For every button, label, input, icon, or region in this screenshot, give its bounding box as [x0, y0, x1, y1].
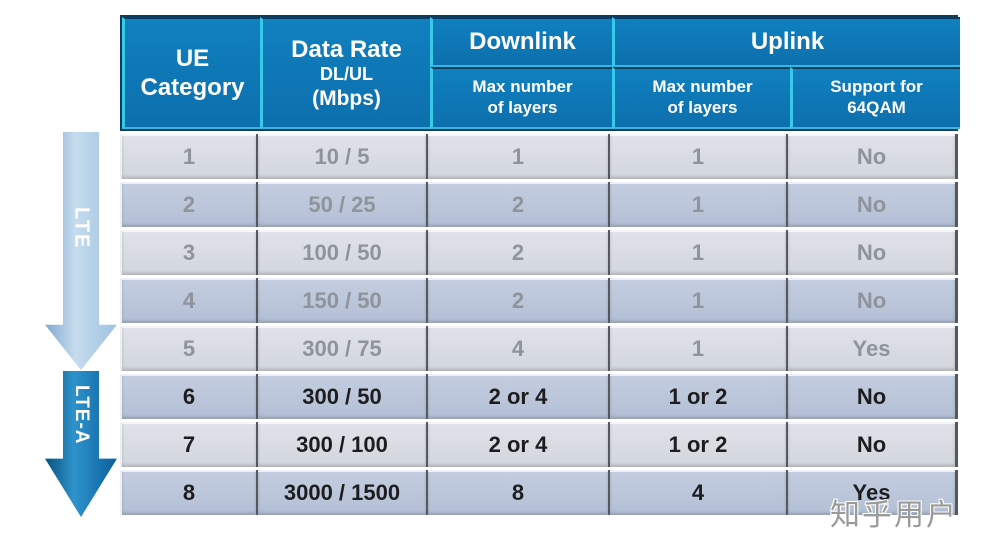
- cell-data-rate: 3000 / 1500: [258, 470, 428, 515]
- table-body: 1 10 / 5 1 1 No 2 50 / 25 2 1 No 3 100 /…: [120, 134, 958, 515]
- cell-data-rate: 150 / 50: [258, 278, 428, 323]
- cell-category: 5: [120, 326, 258, 371]
- header-data-rate-title: Data Rate: [291, 35, 402, 63]
- cell-dl-layers: 4: [428, 326, 610, 371]
- table-row-cat2: 2 50 / 25 2 1 No: [120, 182, 958, 227]
- cell-64qam: No: [788, 422, 958, 467]
- table-row-cat6: 6 300 / 50 2 or 4 1 or 2 No: [120, 374, 958, 419]
- cell-ul-layers: 1: [610, 326, 788, 371]
- cell-data-rate: 300 / 50: [258, 374, 428, 419]
- cell-ul-layers: 1: [610, 230, 788, 275]
- cell-64qam: No: [788, 278, 958, 323]
- table-row-cat8: 8 3000 / 1500 8 4 Yes: [120, 470, 958, 515]
- cell-category: 1: [120, 134, 258, 179]
- cell-data-rate: 300 / 75: [258, 326, 428, 371]
- header-data-rate-dlul: DL/UL: [320, 63, 373, 84]
- table-row-cat3: 3 100 / 50 2 1 No: [120, 230, 958, 275]
- header-64qam-line2: 64QAM: [847, 98, 906, 117]
- table-header: UE Category Data Rate DL/UL (Mbps) Downl…: [120, 15, 960, 131]
- cell-ul-layers: 1: [610, 278, 788, 323]
- cell-64qam: No: [788, 134, 958, 179]
- header-ue-category-line2: Category: [140, 74, 245, 101]
- cell-64qam: No: [788, 230, 958, 275]
- cell-dl-layers: 2: [428, 278, 610, 323]
- zhihu-user-watermark: 知乎用户: [830, 498, 958, 533]
- cell-ul-layers: 1: [610, 134, 788, 179]
- cell-category: 3: [120, 230, 258, 275]
- cell-64qam: Yes: [788, 470, 958, 515]
- cell-dl-layers: 2 or 4: [428, 422, 610, 467]
- header-64qam-line1: Support for: [830, 77, 923, 97]
- table-row-cat7: 7 300 / 100 2 or 4 1 or 2 No: [120, 422, 958, 467]
- header-ul-max-layers-line2: of layers: [667, 98, 738, 117]
- cell-category: 2: [120, 182, 258, 227]
- cell-ul-layers: 4: [610, 470, 788, 515]
- cell-data-rate: 10 / 5: [258, 134, 428, 179]
- lte-a-era-arrow-icon: LTE-A: [45, 371, 117, 517]
- table-row-cat5: 5 300 / 75 4 1 Yes: [120, 326, 958, 371]
- lte-era-arrow-icon: LTE: [45, 132, 117, 370]
- ue-category-table: UE Category Data Rate DL/UL (Mbps) Downl…: [120, 15, 960, 515]
- cell-dl-layers: 2: [428, 230, 610, 275]
- header-dl-max-layers-line1: Max number: [472, 77, 573, 97]
- header-ue-category: UE Category: [122, 17, 260, 129]
- cell-dl-layers: 8: [428, 470, 610, 515]
- cell-64qam: No: [788, 374, 958, 419]
- table-row-cat4: 4 150 / 50 2 1 No: [120, 278, 958, 323]
- lte-a-era-label: LTE-A: [71, 385, 92, 445]
- cell-dl-layers: 2: [428, 182, 610, 227]
- lte-era-label: LTE: [70, 207, 93, 250]
- cell-dl-layers: 2 or 4: [428, 374, 610, 419]
- cell-dl-layers: 1: [428, 134, 610, 179]
- header-data-rate-units: (Mbps): [312, 86, 381, 110]
- cell-data-rate: 50 / 25: [258, 182, 428, 227]
- cell-64qam: No: [788, 182, 958, 227]
- cell-ul-layers: 1 or 2: [610, 422, 788, 467]
- cell-ul-layers: 1: [610, 182, 788, 227]
- cell-data-rate: 300 / 100: [258, 422, 428, 467]
- table-row-cat1: 1 10 / 5 1 1 No: [120, 134, 958, 179]
- header-uplink-max-layers: Max number of layers: [612, 67, 790, 129]
- header-ue-category-line1: UE: [175, 44, 210, 72]
- cell-category: 4: [120, 278, 258, 323]
- header-uplink: Uplink: [612, 17, 960, 67]
- cell-ul-layers: 1 or 2: [610, 374, 788, 419]
- header-support-64qam: Support for 64QAM: [790, 67, 960, 129]
- cell-64qam: Yes: [788, 326, 958, 371]
- header-ul-max-layers-line1: Max number: [652, 77, 753, 97]
- header-downlink: Downlink: [430, 17, 612, 67]
- cell-category: 7: [120, 422, 258, 467]
- cell-data-rate: 100 / 50: [258, 230, 428, 275]
- header-data-rate: Data Rate DL/UL (Mbps): [260, 17, 430, 129]
- cell-category: 6: [120, 374, 258, 419]
- cell-category: 8: [120, 470, 258, 515]
- header-dl-max-layers-line2: of layers: [487, 98, 558, 117]
- header-downlink-max-layers: Max number of layers: [430, 67, 612, 129]
